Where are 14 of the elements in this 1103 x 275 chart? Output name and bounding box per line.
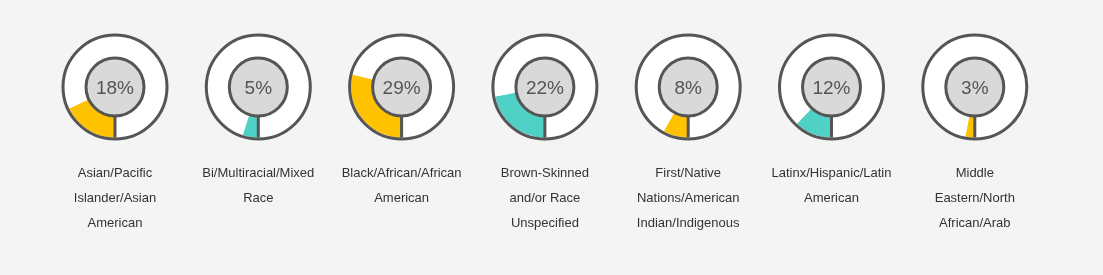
data-label: 5%	[244, 76, 273, 98]
data-label: 3%	[961, 76, 989, 98]
text: Asian/Pacific Islander/Asian American	[73, 165, 157, 230]
data-label: 22%	[525, 76, 565, 98]
data-label: 18%	[95, 76, 135, 98]
text: Bi/Multiracial/Mixed Race	[202, 165, 315, 205]
data-label: 8%	[674, 76, 703, 98]
data-label: 12%	[812, 76, 851, 98]
text: Brown-Skinned and/or Race Unspecified	[500, 165, 589, 230]
data-label: 29%	[382, 76, 421, 98]
text: First/Native Nations/American Indian/Indigenous	[636, 165, 741, 230]
text: Middle Eastern/North African/Arab	[934, 165, 1015, 230]
text: Black/African/African American	[341, 165, 462, 205]
text: Latinx/Hispanic/Latin American	[771, 165, 892, 205]
